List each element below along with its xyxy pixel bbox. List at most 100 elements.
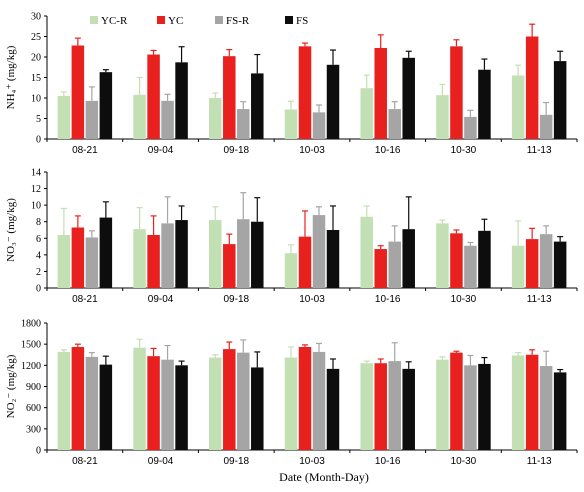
x-tick-label: 10-03 bbox=[299, 456, 325, 467]
legend-swatch bbox=[157, 16, 165, 24]
x-tick-label: 10-16 bbox=[375, 456, 401, 467]
bar-fs-11-13 bbox=[553, 61, 567, 139]
x-axis-label: Date (Month-Day) bbox=[279, 470, 369, 484]
bar-yc-10-30 bbox=[450, 46, 463, 140]
y-tick-label: 6 bbox=[36, 234, 41, 245]
legend-item-fs-r: FS-R bbox=[215, 15, 250, 27]
x-tick-label: 09-18 bbox=[223, 456, 249, 467]
legend-label: YC-R bbox=[101, 15, 128, 27]
x-tick-label: 09-18 bbox=[223, 145, 249, 156]
bar-yc-r-10-16 bbox=[360, 216, 373, 288]
bar-yc-10-16 bbox=[374, 249, 387, 288]
bar-yc-10-16 bbox=[374, 363, 387, 450]
bar-yc-10-03 bbox=[298, 346, 312, 450]
bar-fs-r-09-18 bbox=[237, 109, 250, 139]
y-tick-label: 1200 bbox=[21, 361, 41, 372]
bar-yc-10-30 bbox=[450, 352, 463, 450]
bar-yc-r-10-30 bbox=[436, 95, 449, 139]
y-tick-label: 1500 bbox=[21, 340, 41, 351]
x-tick-label: 09-18 bbox=[223, 294, 249, 305]
y-tick-label: 25 bbox=[31, 32, 41, 43]
bar-fs-09-04 bbox=[175, 365, 188, 450]
bar-fs-r-11-13 bbox=[539, 114, 553, 139]
y-tick-label: 0 bbox=[36, 284, 41, 295]
x-tick-label: 11-13 bbox=[527, 456, 552, 467]
bar-yc-09-18 bbox=[223, 349, 236, 450]
bar-fs-r-10-30 bbox=[464, 365, 477, 450]
bar-yc-r-10-03 bbox=[284, 109, 298, 139]
bar-yc-09-18 bbox=[223, 244, 236, 288]
bar-yc-11-13 bbox=[525, 36, 539, 139]
bar-fs-09-18 bbox=[251, 221, 264, 288]
bar-yc-r-09-18 bbox=[209, 98, 222, 139]
bar-yc-10-30 bbox=[450, 233, 463, 288]
y-tick-label: 1800 bbox=[21, 319, 41, 330]
bar-fs-09-18 bbox=[251, 73, 264, 139]
chart-panel-top: 0 5 10 15 20 25 30 NH₄⁺ (mg/kg) 08-21 09-04 09-18 1… bbox=[5, 12, 578, 156]
bar-yc-11-13 bbox=[525, 239, 539, 288]
bar-yc-r-08-21 bbox=[57, 95, 71, 139]
y-tick-label: 30 bbox=[31, 12, 41, 23]
bar-yc-08-21 bbox=[71, 346, 85, 450]
legend-label: YC bbox=[168, 15, 183, 27]
x-tick-label: 10-30 bbox=[451, 294, 477, 305]
bar-fs-r-09-04 bbox=[161, 223, 174, 288]
y-tick-label: 4 bbox=[36, 250, 41, 261]
y-tick-label: 10 bbox=[31, 201, 41, 212]
bar-fs-r-09-18 bbox=[237, 219, 250, 288]
bar-fs-10-03 bbox=[326, 368, 340, 450]
bar-fs-r-10-03 bbox=[312, 215, 326, 288]
bar-yc-r-09-04 bbox=[133, 229, 146, 288]
bar-yc-r-11-13 bbox=[511, 355, 525, 450]
bar-fs-10-30 bbox=[478, 69, 491, 139]
bar-fs-r-10-16 bbox=[388, 361, 401, 450]
legend-item-yc-r: YC-R bbox=[90, 15, 128, 27]
legend-item-fs: FS bbox=[285, 15, 308, 27]
x-tick-label: 09-04 bbox=[148, 294, 174, 305]
y-tick-label: 0 bbox=[36, 446, 41, 457]
x-tick-label: 08-21 bbox=[72, 294, 98, 305]
bar-fs-11-13 bbox=[553, 372, 567, 450]
bar-fs-r-11-13 bbox=[539, 366, 553, 450]
y-tick-label: 900 bbox=[26, 382, 41, 393]
x-tick-label: 10-16 bbox=[375, 294, 401, 305]
bar-fs-08-21 bbox=[99, 72, 113, 139]
bar-fs-10-30 bbox=[478, 230, 491, 288]
y-axis-label: NO₂⁻ (mg/kg) bbox=[5, 354, 17, 418]
bar-yc-r-10-30 bbox=[436, 359, 449, 450]
bar-yc-r-10-03 bbox=[284, 357, 298, 450]
bar-yc-r-10-16 bbox=[360, 88, 373, 139]
x-tick-label: 09-04 bbox=[148, 456, 174, 467]
bar-fs-r-08-21 bbox=[85, 100, 99, 139]
bar-fs-09-18 bbox=[251, 367, 264, 450]
bar-fs-r-08-21 bbox=[85, 356, 99, 450]
x-tick-label: 11-13 bbox=[527, 294, 552, 305]
x-tick-label: 10-30 bbox=[451, 456, 477, 467]
y-tick-label: 5 bbox=[36, 114, 41, 125]
y-tick-label: 12 bbox=[31, 184, 41, 195]
legend-swatch bbox=[90, 16, 98, 24]
bar-yc-09-04 bbox=[147, 234, 160, 288]
bar-yc-09-04 bbox=[147, 356, 160, 450]
bar-yc-r-09-18 bbox=[209, 357, 222, 450]
y-axis-label: NO₃⁻ (mg/kg) bbox=[5, 198, 17, 262]
x-tick-label: 10-03 bbox=[299, 145, 325, 156]
bar-yc-r-09-04 bbox=[133, 347, 146, 450]
bar-fs-r-10-03 bbox=[312, 112, 326, 139]
bar-fs-r-10-30 bbox=[464, 245, 477, 288]
bar-yc-10-03 bbox=[298, 236, 312, 288]
bar-fs-10-16 bbox=[402, 57, 415, 139]
legend-label: FS bbox=[296, 15, 308, 27]
bar-yc-r-11-13 bbox=[511, 245, 525, 288]
bar-fs-09-04 bbox=[175, 62, 188, 139]
bar-fs-r-09-04 bbox=[161, 100, 174, 139]
bar-yc-09-18 bbox=[223, 56, 236, 139]
bar-fs-r-10-30 bbox=[464, 116, 477, 139]
bar-fs-10-16 bbox=[402, 368, 415, 450]
bar-yc-r-10-30 bbox=[436, 223, 449, 288]
x-tick-label: 10-03 bbox=[299, 294, 325, 305]
bar-yc-r-09-18 bbox=[209, 220, 222, 288]
bar-fs-11-13 bbox=[553, 241, 567, 288]
